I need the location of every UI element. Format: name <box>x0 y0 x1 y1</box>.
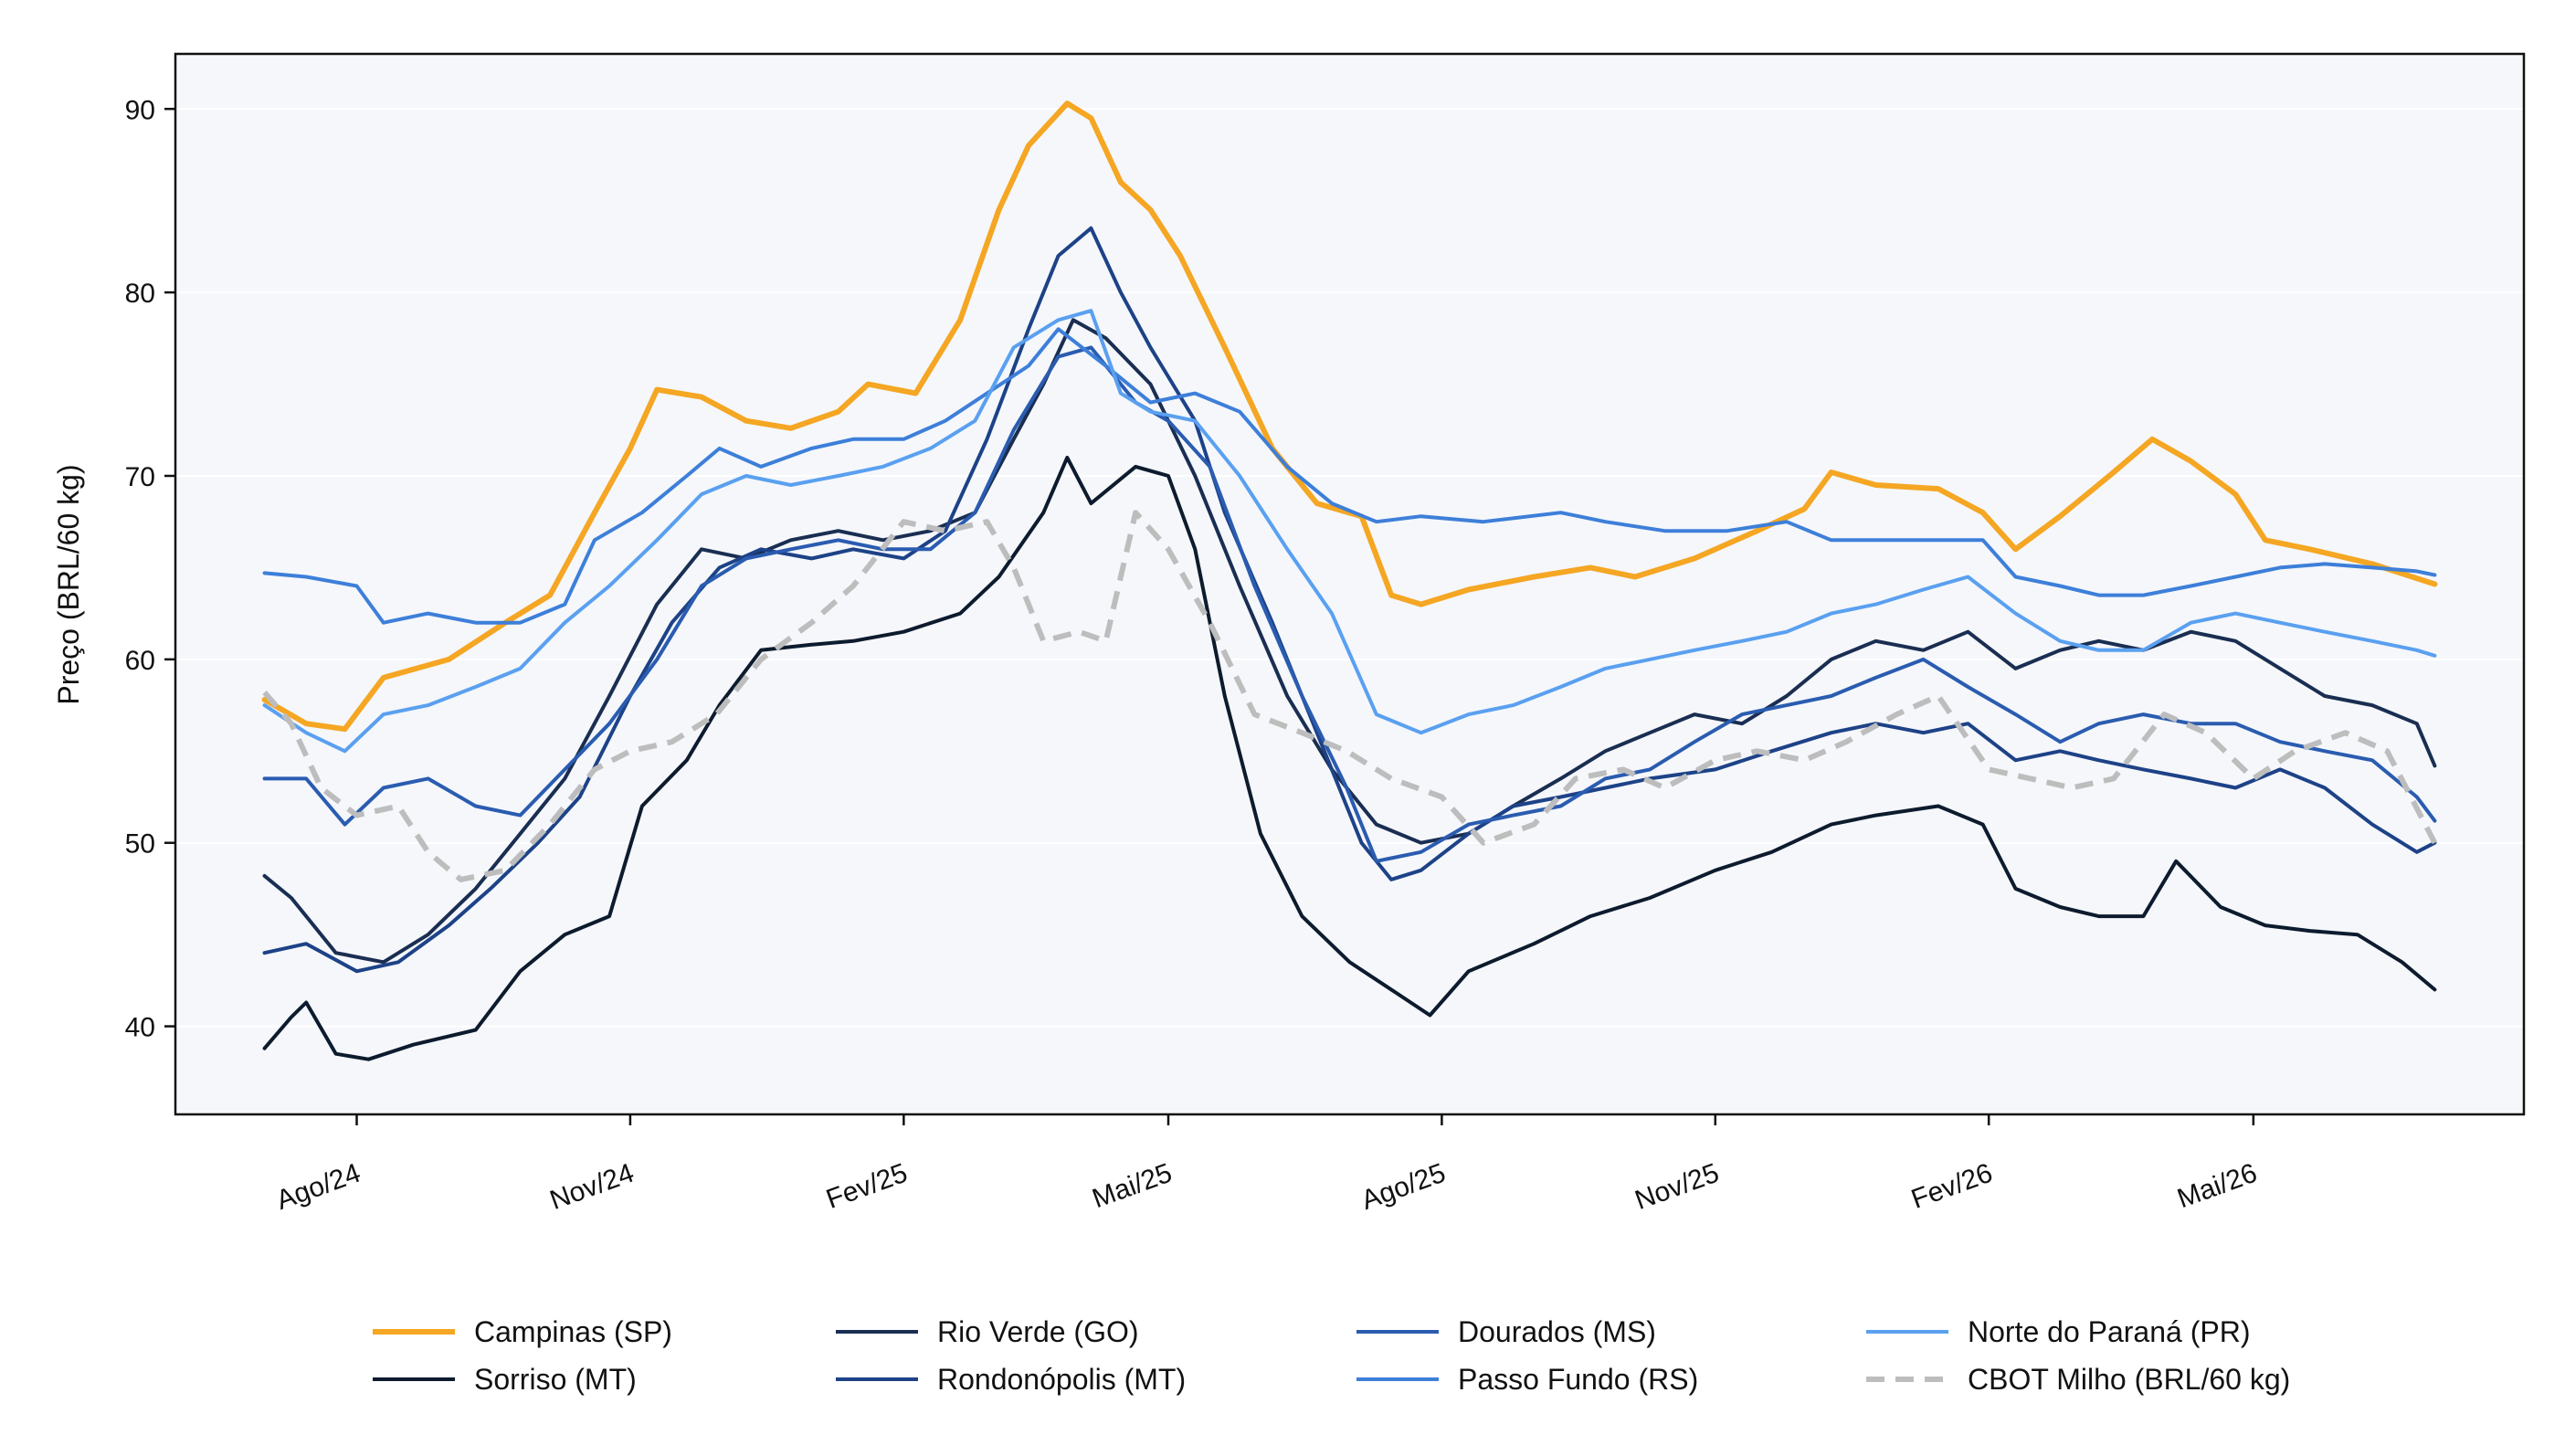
x-tick-label: Fev/25 <box>822 1158 911 1215</box>
y-tick-label: 70 <box>125 462 155 492</box>
x-tick-label: Fev/26 <box>1907 1158 1996 1215</box>
legend: Campinas (SP) Sorriso (MT) Rio Verde (GO) R… <box>373 1315 2290 1396</box>
y-tick-label: 60 <box>125 646 155 676</box>
series-line-6 <box>262 309 2437 754</box>
legend-label: Rondonópolis (MT) <box>937 1363 1186 1396</box>
x-tick-label: Nov/24 <box>546 1158 639 1217</box>
x-tick-label: Mai/26 <box>2173 1158 2261 1215</box>
x-axis: Ago/24 Nov/24 Fev/25 Mai/25 Ago/25 Nov/25 Fev/… <box>272 1114 2261 1216</box>
legend-label: Norte do Paraná (PR) <box>1968 1315 2250 1348</box>
plot-frame <box>174 52 2526 1116</box>
y-axis-label: Preço (BRL/60 kg) <box>52 464 85 704</box>
series-line-4 <box>262 345 2437 863</box>
y-axis: 40 50 60 70 80 90 <box>125 95 175 1043</box>
legend-label: Sorriso (MT) <box>474 1363 637 1396</box>
legend-label: Campinas (SP) <box>474 1315 672 1348</box>
series-lines <box>261 100 2438 1061</box>
legend-label: CBOT Milho (BRL/60 kg) <box>1968 1363 2290 1396</box>
x-tick-label: Mai/25 <box>1088 1158 1176 1215</box>
series-line-3 <box>262 226 2437 974</box>
y-tick-label: 90 <box>125 95 155 125</box>
y-tick-label: 80 <box>125 279 155 309</box>
x-tick-label: Nov/25 <box>1631 1158 1724 1217</box>
x-tick-label: Ago/25 <box>1357 1158 1450 1217</box>
legend-label: Rio Verde (GO) <box>937 1315 1139 1348</box>
y-tick-label: 50 <box>125 829 155 860</box>
legend-label: Dourados (MS) <box>1458 1315 1656 1348</box>
x-tick-label: Ago/24 <box>272 1158 364 1217</box>
series-line-7 <box>262 510 2438 882</box>
plot-area <box>175 54 2524 1114</box>
series-line-5 <box>262 327 2437 625</box>
series-line-1 <box>262 455 2437 1061</box>
y-tick-label: 40 <box>125 1013 155 1043</box>
grid-lines <box>175 108 2524 1028</box>
legend-label: Passo Fundo (RS) <box>1458 1363 1698 1396</box>
